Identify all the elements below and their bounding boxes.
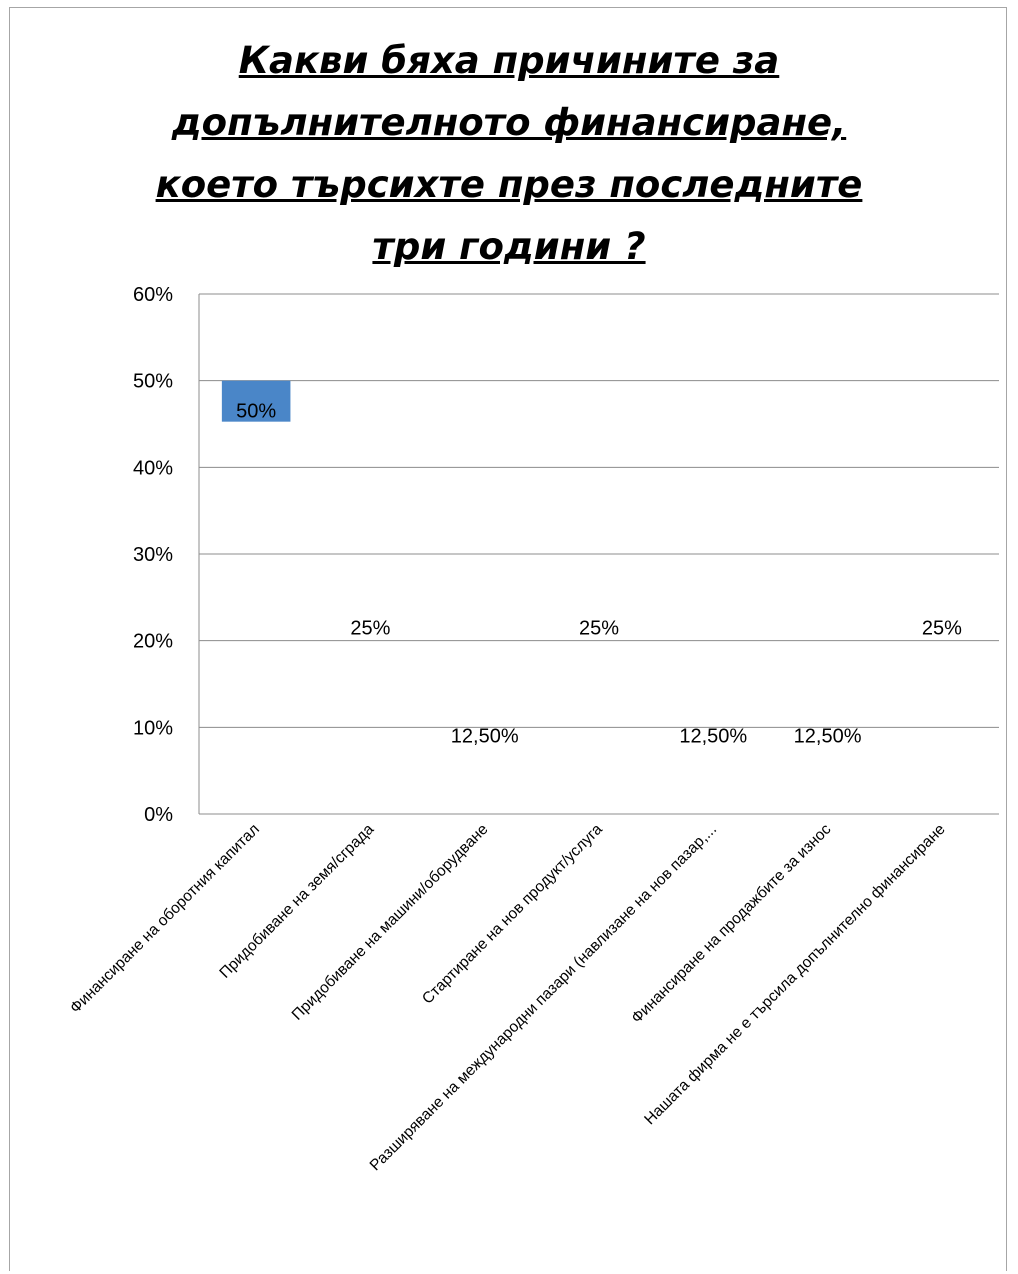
data-label: 12,50%	[679, 726, 747, 748]
chart-title: Какви бяха причините за допълнителното ф…	[80, 30, 938, 278]
data-label: 12,50%	[451, 726, 519, 748]
data-label: 25%	[922, 617, 962, 639]
y-tick-label: 50%	[133, 371, 173, 393]
chart-frame	[9, 7, 1007, 1271]
category-label: Финансиране на оборотния капитал	[67, 821, 263, 1017]
chart-title-line-1: Какви бяха причините за	[238, 39, 780, 82]
data-label: 12,50%	[794, 726, 862, 748]
category-label: Стартиране на нов продукт/услуга	[419, 821, 606, 1008]
y-tick-label: 60%	[133, 284, 173, 306]
category-label: Придобиване на машини/оборудване	[289, 821, 492, 1024]
data-label: 25%	[350, 617, 390, 639]
y-tick-label: 40%	[133, 457, 173, 479]
chart-title-line-3: което търсихте през последните	[155, 163, 863, 206]
data-label: 50%	[236, 401, 276, 423]
category-label: Финансиране на продажбите за износ	[628, 821, 834, 1027]
y-tick-label: 10%	[133, 717, 173, 739]
chart-title-line-2: допълнителното финансиране,	[171, 101, 847, 144]
y-tick-label: 0%	[144, 804, 173, 826]
data-label: 25%	[579, 617, 619, 639]
bar	[221, 380, 291, 422]
y-tick-label: 30%	[133, 544, 173, 566]
y-tick-label: 20%	[133, 631, 173, 653]
chart-title-line-4: три години ?	[372, 225, 646, 268]
